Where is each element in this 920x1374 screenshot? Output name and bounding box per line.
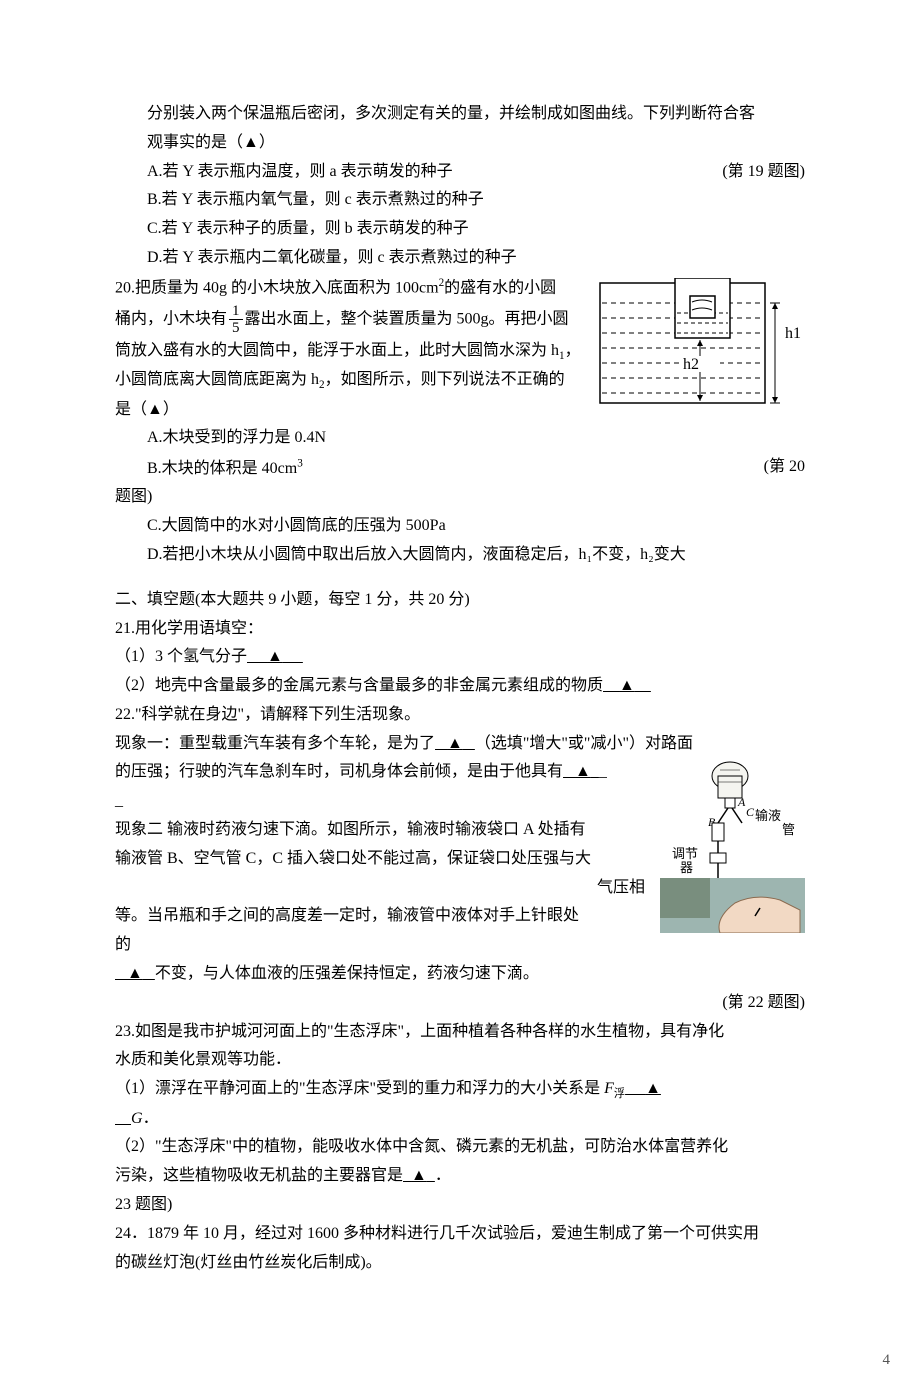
q24-l1: 24．1879 年 10 月，经过对 1600 多种材料进行几千次试验后，爱迪生… [115, 1220, 805, 1249]
q19-optD: D.若 Y 表示瓶内二氧化碳量，则 c 表示煮熟过的种子 [147, 249, 517, 266]
q20-optD: D.若把小木块从小圆筒中取出后放入大圆筒内，液面稳定后，h₁不变，h₂变大 [147, 546, 686, 563]
svg-text:h1: h1 [785, 325, 801, 342]
q20-optB: B.木块的体积是 40cm3 [147, 460, 303, 477]
q22-p2-l6: ▲ 不变，与人体血液的压强差保持恒定，药液匀速下滴。 [115, 960, 805, 989]
q22-p1-line1: 现象一：重型载重汽车装有多个车轮，是为了 ▲ （选填"增大"或"减小"）对路面 [115, 730, 805, 759]
q23-stem-l2: 水质和美化景观等功能． [115, 1046, 805, 1075]
svg-text:h2: h2 [683, 356, 699, 373]
q24-l2: 的碳丝灯泡(灯丝由竹丝炭化后制成)。 [115, 1249, 805, 1278]
page-number: 4 [0, 1317, 920, 1374]
q23-p2-l1: （2）"生态浮床"中的植物，能吸收水体中含氮、磷元素的无机盐，可防治水体富营养化 [115, 1133, 805, 1162]
q21-p1: （1）3 个氢气分子 ▲ [115, 643, 805, 672]
q19-intro-line1: 分别装入两个保温瓶后密闭，多次测定有关的量，并绘制成如图曲线。下列判断符合客 [147, 105, 755, 122]
q23-stem-l1: 23.如图是我市护城河河面上的"生态浮床"，上面种植着各种各样的水生植物，具有净… [115, 1018, 805, 1047]
q19-optB: B.若 Y 表示瓶内氧气量，则 c 表示煮熟过的种子 [147, 191, 484, 208]
q22-stem: 22."科学就在身边"，请解释下列生活现象。 [115, 701, 805, 730]
q22-p2-l5: 的 [115, 931, 805, 960]
svg-text:输液: 输液 [755, 808, 781, 823]
q20-figure: h1 h2 [595, 278, 805, 408]
q23-p1b: G． [115, 1105, 805, 1134]
q20-fig-label: (第 20 [764, 453, 805, 482]
q21-p2: （2）地壳中含量最多的金属元素与含量最多的非金属元素组成的物质 ▲ [115, 672, 805, 701]
q19-fig-label: (第 19 题图) [722, 158, 805, 187]
q19-intro-line2: 观事实的是（▲） [147, 134, 275, 151]
q22-fig-label: (第 22 题图) [115, 989, 805, 1018]
q23-p2-l2: 污染，这些植物吸收无机盐的主要器官是 ▲ ． [115, 1162, 805, 1191]
q23-fig-label: 23 题图) [115, 1191, 805, 1220]
q22-figure: A B C 调节 器 输液 管 [660, 758, 805, 933]
q20-optA: A.木块受到的浮力是 0.4N [147, 429, 326, 446]
svg-text:C: C [746, 805, 755, 819]
q20-optC: C.大圆筒中的水对小圆筒底的压强为 500Pa [147, 517, 446, 534]
q23-p1: （1）漂浮在平静河面上的"生态浮床"受到的重力和浮力的大小关系是 F浮 ▲ [115, 1075, 805, 1104]
q19-optA: A.若 Y 表示瓶内温度，则 a 表示萌发的种子 [147, 163, 453, 180]
q19-optC: C.若 Y 表示种子的质量，则 b 表示萌发的种子 [147, 220, 469, 237]
svg-text:调节: 调节 [672, 846, 698, 861]
svg-text:管: 管 [782, 822, 795, 837]
q20-fig-label2: 题图) [115, 483, 805, 512]
svg-text:器: 器 [680, 860, 693, 875]
svg-text:A: A [737, 795, 746, 809]
q21-stem: 21.用化学用语填空： [115, 615, 805, 644]
section2-title: 二、填空题(本大题共 9 小题，每空 1 分，共 20 分) [115, 586, 805, 615]
